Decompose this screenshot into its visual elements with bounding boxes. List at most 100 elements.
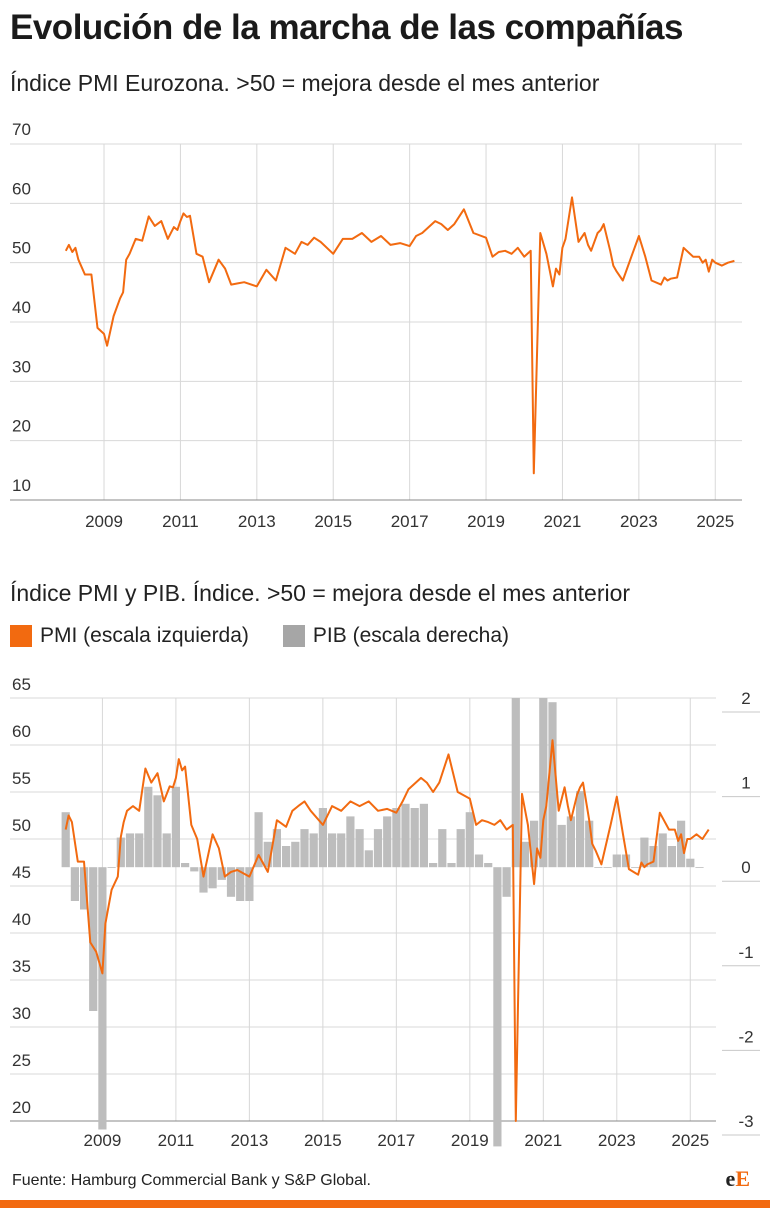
- brand-logo-second: E: [735, 1166, 750, 1191]
- chart2-ytick-left-label: 50: [12, 816, 31, 835]
- chart1-pmi-line: [64, 196, 735, 475]
- chart2-xtick-label: 2021: [524, 1131, 562, 1150]
- bottom-accent-bar: [0, 1200, 770, 1208]
- chart2-ytick-right-label: 1: [741, 774, 750, 793]
- chart2-gdp-bar: [566, 816, 575, 868]
- chart2-gdp-bar: [511, 698, 520, 868]
- chart2-gdp-bar: [631, 867, 640, 868]
- chart2-gdp-bar: [70, 867, 79, 901]
- legend-swatch-gdp: [282, 625, 305, 647]
- chart2-xtick-label: 2023: [598, 1131, 636, 1150]
- chart1-xtick-label: 2015: [314, 512, 352, 531]
- chart2-gdp-bar: [456, 829, 465, 868]
- chart2-ytick-right-label: -1: [738, 943, 753, 962]
- legend-swatch-pmi: [10, 625, 32, 647]
- chart2-gdp-bar: [125, 833, 135, 868]
- chart2-gdp-bar: [171, 786, 180, 868]
- chart2-gdp-bar: [474, 854, 484, 868]
- chart2-gdp-bar: [677, 820, 686, 868]
- chart1-xtick-label: 2011: [162, 512, 199, 531]
- brand-logo-first: e: [725, 1166, 736, 1191]
- chart2-gdp-bar: [419, 803, 428, 868]
- chart2-gdp-bar: [364, 850, 373, 868]
- chart2-gdp-bar: [116, 837, 125, 868]
- chart2-gdp-bar: [667, 846, 676, 868]
- chart2-gdp-bar: [530, 820, 539, 868]
- source-note: Fuente: Hamburg Commercial Bank y S&P Gl…: [12, 1172, 371, 1189]
- chart2-gdp-bar: [300, 829, 309, 868]
- chart2-gdp-bar: [328, 833, 337, 868]
- chart2-ytick-left-label: 35: [12, 957, 31, 976]
- chart2-gdp-bar: [80, 867, 89, 910]
- chart2-gdp-bar: [383, 816, 392, 868]
- chart2-gdp-bar: [61, 812, 70, 868]
- chart2-subtitle: Índice PMI y PIB. Índice. >50 = mejora d…: [10, 580, 631, 606]
- chart2-gdp-bar: [686, 858, 695, 868]
- chart2-gdp-bar: [603, 867, 612, 868]
- chart2-gdp-bar: [226, 867, 236, 897]
- chart2-ytick-left-label: 40: [12, 910, 31, 929]
- chart2-gdp-bar: [190, 867, 199, 872]
- chart2-gdp-bar: [199, 867, 208, 893]
- chart2-gdp-bar: [502, 867, 511, 897]
- chart1-xtick-label: 2017: [391, 512, 429, 531]
- chart2-gdp-bar: [429, 863, 438, 868]
- chart2-gdp-bar: [493, 867, 502, 1147]
- chart2-gdp-bar: [153, 795, 162, 868]
- chart2-xtick-label: 2019: [451, 1131, 489, 1150]
- chart2-gdp-bar: [89, 867, 98, 1011]
- chart1-ytick-label: 10: [12, 476, 31, 495]
- chart1-xtick-label: 2021: [544, 512, 582, 531]
- chart2-gdp-bar: [181, 863, 190, 868]
- chart2-gdp-bar: [355, 829, 364, 868]
- chart2-gdp-bar: [621, 854, 631, 868]
- chart2-gdp-bar: [594, 867, 603, 868]
- chart2-gdp-bar: [236, 867, 245, 901]
- chart2-gdp-bar: [144, 786, 153, 868]
- chart2-gdp-bar: [254, 812, 263, 868]
- chart1-subtitle: Índice PMI Eurozona. >50 = mejora desde …: [10, 70, 600, 96]
- chart2-gdp-bar: [208, 867, 217, 889]
- chart2-ytick-left-label: 25: [12, 1051, 31, 1070]
- chart1-xtick-label: 2025: [696, 512, 734, 531]
- chart2-gdp-bar: [318, 808, 327, 868]
- chart2-gdp-bar: [135, 833, 144, 868]
- chart2-gdp-bar: [438, 829, 447, 868]
- chart2-xtick-label: 2017: [377, 1131, 415, 1150]
- chart2-gdp-bar: [373, 829, 383, 868]
- chart2-gdp-bar: [291, 841, 300, 868]
- chart2-gdp-bar: [557, 824, 566, 868]
- chart2-gdp-bar: [410, 808, 419, 868]
- chart1-xtick-label: 2019: [467, 512, 505, 531]
- chart2-xtick-label: 2015: [304, 1131, 342, 1150]
- chart2-gdp-bar: [107, 867, 116, 868]
- chart2-gdp-bar: [548, 702, 557, 868]
- chart1-xtick-label: 2009: [85, 512, 123, 531]
- chart2-legend: PMI (escala izquierda) PIB (escala derec…: [10, 624, 543, 648]
- legend-label-pmi: PMI (escala izquierda): [40, 624, 249, 647]
- chart2-gdp-bar: [539, 698, 548, 868]
- chart2-gdp-bar: [520, 841, 530, 868]
- chart2-gdp-bar: [484, 863, 493, 868]
- chart2-gdp-bar: [392, 808, 401, 868]
- chart1-ytick-label: 20: [12, 417, 31, 436]
- chart2-gdp-bar: [337, 833, 346, 868]
- chart2-gdp-bar: [612, 854, 621, 868]
- chart2-gdp-bar: [576, 791, 585, 868]
- legend-item-pmi: PMI (escala izquierda): [10, 624, 249, 648]
- chart2-gdp-bar: [162, 833, 171, 868]
- chart2-gdp-bar: [272, 829, 281, 868]
- chart2-gdp-bar: [309, 833, 318, 868]
- chart1-xtick-label: 2013: [238, 512, 276, 531]
- chart2-gdp-bar: [401, 803, 410, 868]
- chart1-xtick-label: 2023: [620, 512, 658, 531]
- chart2-ytick-right-label: -3: [738, 1112, 753, 1131]
- chart2-ytick-left-label: 20: [12, 1098, 31, 1117]
- chart2-ytick-left-label: 30: [12, 1004, 31, 1023]
- legend-label-gdp: PIB (escala derecha): [312, 624, 510, 647]
- legend-item-gdp: PIB (escala derecha): [282, 624, 510, 648]
- chart1-ytick-label: 40: [12, 298, 31, 317]
- chart2-gdp-bar: [282, 846, 291, 868]
- chart2-gdp-bar: [585, 820, 594, 868]
